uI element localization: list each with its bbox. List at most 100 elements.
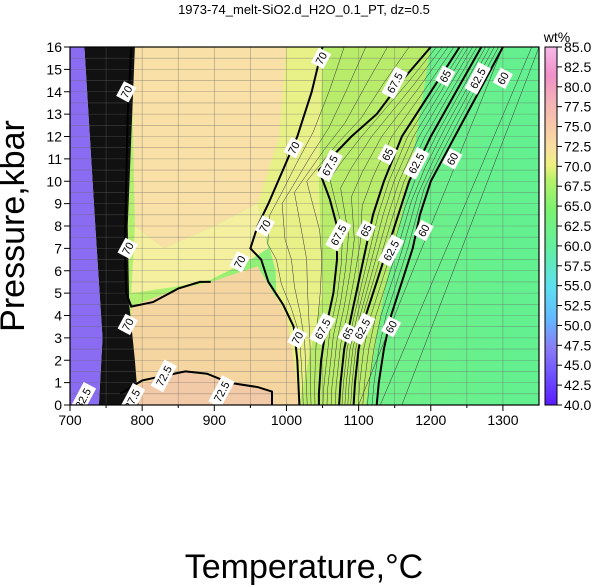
y-tick-label: 8 <box>54 218 62 234</box>
colorbar-ticks: 85.0 82.5 80.0 77.5 75.0 72.5 70.0 67.5 65.0 62.5… <box>557 39 591 413</box>
contour-label: 70 <box>287 327 308 349</box>
contour-label: 70 <box>117 313 138 336</box>
y-tick-label: 16 <box>46 39 62 55</box>
colorbar-tick-label: 82.5 <box>564 59 591 75</box>
contour-label-text: 70 <box>120 317 136 333</box>
contour-label-bg <box>309 312 336 346</box>
contour-label-bg <box>442 148 463 170</box>
contour-label: 70 <box>310 47 332 69</box>
x-tick-label: 1100 <box>344 412 374 428</box>
x-tick-label: 1200 <box>415 412 446 428</box>
thin-contour <box>281 47 367 405</box>
colorbar-tick-label: 40.0 <box>564 397 591 413</box>
colorbar-tick-label: 70.0 <box>564 158 591 174</box>
contour-label: 70 <box>116 81 137 103</box>
colorbar-tick-label: 45.0 <box>564 357 591 373</box>
contour-label-bg <box>316 149 343 182</box>
x-tick-label: 800 <box>130 412 154 428</box>
contour-label-text: 60 <box>384 319 400 335</box>
contour-label: 60 <box>380 315 402 338</box>
contour-label: 65 <box>435 65 456 87</box>
contour-label-text: 70 <box>120 241 136 257</box>
colorbar-unit-label: wt% <box>543 29 570 45</box>
contour-label-bg <box>349 312 376 346</box>
y-tick-label: 1 <box>54 375 62 391</box>
contour-label-text: 60 <box>496 71 512 87</box>
contour-label-bg <box>229 251 250 273</box>
y-tick-label: 10 <box>46 173 62 189</box>
bold-contour-72.5 <box>119 370 273 405</box>
contour-label: 70 <box>229 251 250 273</box>
contour-label: 70 <box>254 215 275 237</box>
y-tick-label: 4 <box>54 308 62 324</box>
y-tick-label: 13 <box>46 106 62 122</box>
colorbar-tick-label: 60.0 <box>564 238 591 254</box>
y-tick-label: 6 <box>54 263 62 279</box>
y-tick-label: 5 <box>54 285 62 301</box>
contour-label-text: 65 <box>380 147 396 163</box>
contour-label: 60 <box>442 148 463 170</box>
thin-contour <box>294 47 388 405</box>
colorbar <box>544 46 558 406</box>
contour-label-bg <box>355 219 376 242</box>
contour-label-bg <box>492 67 514 90</box>
x-tick-label: 700 <box>58 412 82 428</box>
y-tick-label: 7 <box>54 240 62 256</box>
contour-label-text: 60 <box>416 223 432 239</box>
thin-contour <box>330 47 449 405</box>
contour-label-text: 65 <box>438 68 454 84</box>
contour-label: 65 <box>355 219 376 242</box>
chart-title: 1973-74_melt-SiO2.d_H2O_0.1_PT, dz=0.5 <box>178 2 430 17</box>
contour-label-text: 70 <box>119 84 135 100</box>
contour-label-bg <box>380 315 402 338</box>
colorbar-tick-label: 57.5 <box>564 258 591 274</box>
plot-area: 707070707070707067.567.567.567.565656565… <box>70 47 539 405</box>
colorbar-tick-label: 75.0 <box>564 119 591 135</box>
bold-contour-67.5 <box>317 47 432 405</box>
contour-label-text: 70 <box>232 254 248 270</box>
contour-label-bg <box>150 359 177 393</box>
colorbar-tick-label: 80.0 <box>564 79 591 95</box>
contour-label-bg <box>254 215 275 237</box>
y-axis-label: Pressure,kbar <box>0 120 32 332</box>
contour-label-bg <box>208 375 235 405</box>
colorbar-tick-label: 47.5 <box>564 337 591 353</box>
colorbar-tick-label: 55.0 <box>564 278 591 294</box>
colorbar-tick-label: 62.5 <box>564 218 591 234</box>
y-tick-label: 3 <box>54 330 62 346</box>
contour-label-bg <box>435 65 456 87</box>
contour-label-text: 60 <box>445 151 461 167</box>
contour-label: 60 <box>492 67 514 90</box>
x-tick-label: 1300 <box>487 412 518 428</box>
contour-label-text: 70 <box>258 218 274 234</box>
contour-label-bg <box>464 61 491 95</box>
y-tick-label: 9 <box>54 196 62 212</box>
contour-label-bg <box>377 234 405 267</box>
thin-contour <box>306 47 410 405</box>
y-tick-label: 15 <box>46 61 62 77</box>
contour-label-bg <box>403 146 430 180</box>
contour-labels: 707070707070707067.567.567.567.565656565… <box>70 47 514 405</box>
colorbar-tick-label: 50.0 <box>564 317 591 333</box>
contour-label: 60 <box>413 219 434 242</box>
bold-contour-70 <box>123 47 211 308</box>
thin-contour <box>326 47 443 405</box>
colorbar-tick-label: 67.5 <box>564 178 591 194</box>
colorbar-tick-label: 42.5 <box>564 377 591 393</box>
contour-label-bg <box>287 327 308 349</box>
contour-label-bg <box>70 381 97 405</box>
bold-contour-65 <box>338 47 461 405</box>
x-axis-ticks: 700 800 900 1000 1100 1200 1300 <box>58 405 519 428</box>
contour-label-bg <box>116 81 137 103</box>
contour-label-text: 70 <box>286 140 302 156</box>
colorbar-tick-label: 52.5 <box>564 298 591 314</box>
contour-label: 70 <box>117 237 138 260</box>
bold-contour-70 <box>249 47 324 405</box>
x-tick-label: 1000 <box>271 412 302 428</box>
contour-label-text: 70 <box>314 50 330 66</box>
contour-label-bg <box>117 313 138 336</box>
bold-contour-lines <box>119 47 504 405</box>
contour-label-bg <box>413 219 434 242</box>
contour-label: 65 <box>377 143 398 166</box>
